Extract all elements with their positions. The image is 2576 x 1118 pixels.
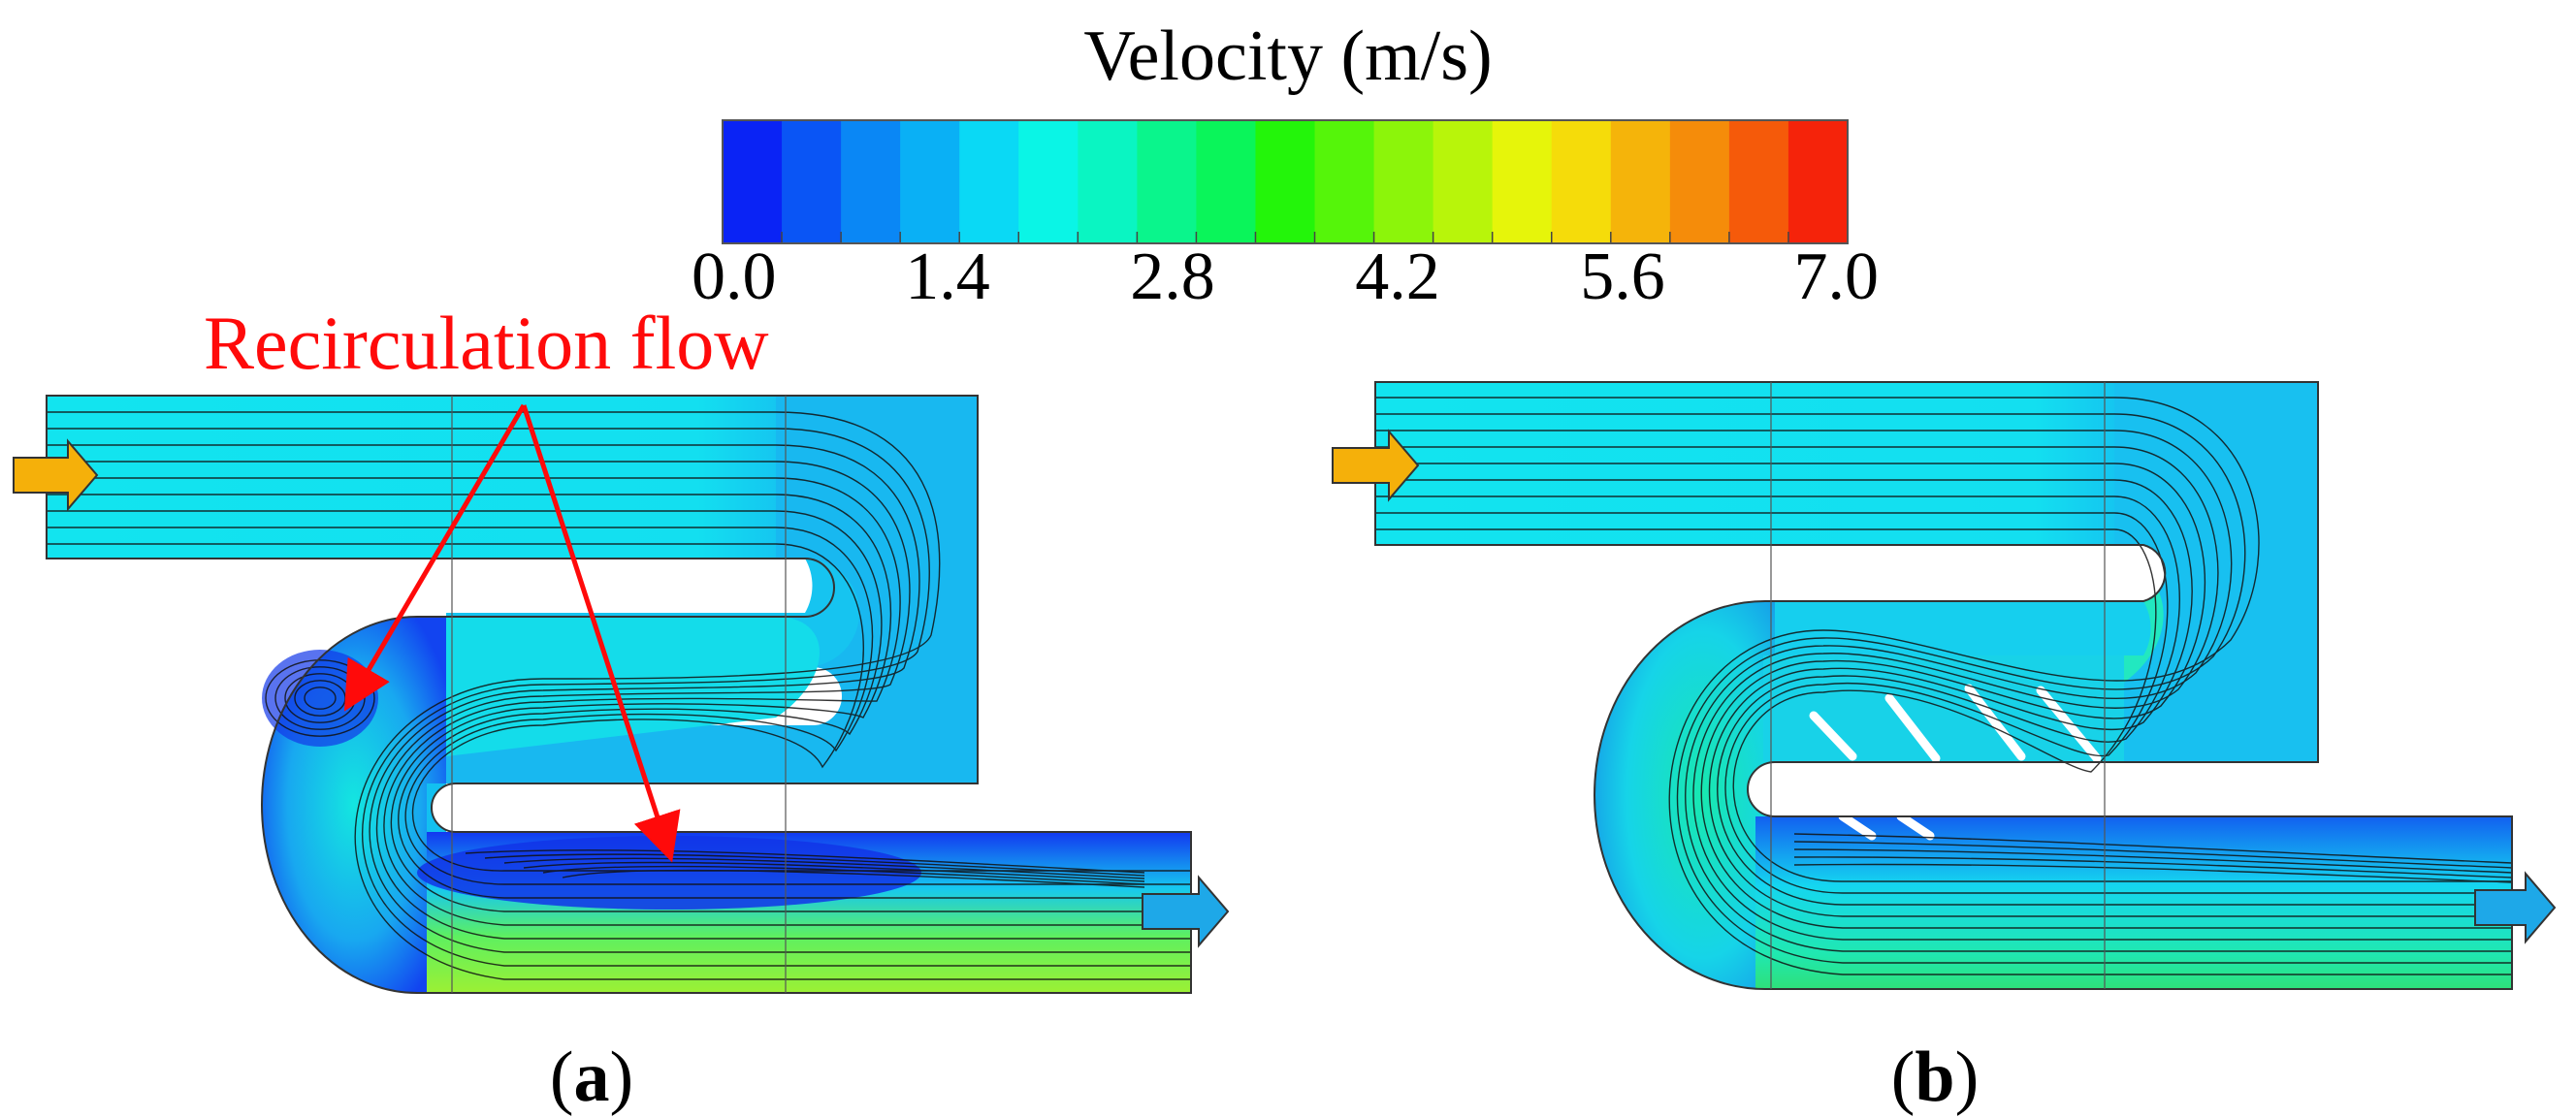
streamline (1375, 413, 2512, 964)
streamline (465, 849, 1145, 874)
legend-swatch (1137, 120, 1198, 243)
legend-swatch (1492, 120, 1553, 243)
streamline (542, 865, 1145, 885)
streamline (562, 869, 1145, 888)
streamline (1793, 841, 2513, 869)
legend-tick-label: 0.0 (692, 240, 777, 314)
legend-swatch (1728, 120, 1789, 243)
inlet-arrow-a (13, 438, 99, 512)
streamline (1793, 856, 2513, 878)
legend-title: Velocity (m/s) (1083, 16, 1492, 96)
legend-swatch (900, 120, 960, 243)
legend-tick-label: 2.8 (1130, 240, 1215, 314)
streamline (1793, 863, 2513, 883)
streamline (1375, 479, 2512, 917)
streamlines-b (1375, 397, 2513, 975)
panel-label-a: (a) (550, 1038, 633, 1117)
inlet-arrow-b (1332, 429, 1420, 502)
legend-swatch (1373, 120, 1434, 243)
streamlines-a (47, 411, 1191, 980)
streamline (503, 857, 1145, 879)
streamline (1375, 512, 2512, 894)
streamline (47, 461, 1191, 940)
streamline (1793, 848, 2513, 874)
legend-swatch (723, 120, 783, 243)
streamline (1375, 446, 2512, 941)
bend-upper-a (446, 396, 978, 783)
outlet-arrow-b (2474, 871, 2557, 944)
streamline (47, 494, 1191, 912)
streamline (47, 411, 1191, 980)
legend-tick-label: 1.4 (905, 240, 990, 314)
streamline (47, 543, 1191, 872)
streamline (1793, 833, 2513, 864)
streamline (1375, 495, 2512, 906)
legend-frame (722, 119, 1849, 244)
legend-swatch (1433, 120, 1494, 243)
streamline (1375, 528, 2512, 882)
streamline (47, 428, 1191, 967)
vortex-line (304, 687, 337, 710)
velocity-legend: Velocity (m/s) 0.0 1.4 2.8 4.2 5.6 7.0 (692, 16, 1879, 314)
legend-swatch (841, 120, 901, 243)
streamline (1375, 463, 2512, 929)
legend-swatch (1314, 120, 1375, 243)
legend-swatch (1551, 120, 1612, 243)
streamline (523, 861, 1145, 882)
recirculation-label: Recirculation flow (204, 301, 769, 385)
panel-a: Recirculation flow (a) (13, 301, 1230, 1117)
legend-colorbar (723, 120, 1849, 243)
legend-swatch (1669, 120, 1730, 243)
legend-swatch (1255, 120, 1316, 243)
panel-label-b: (b) (1891, 1038, 1979, 1117)
streamline (1375, 397, 2512, 975)
legend-tick-labels: 0.0 1.4 2.8 4.2 5.6 7.0 (692, 240, 1879, 314)
outlet-arrow-a (1142, 875, 1230, 948)
legend-swatch (1018, 120, 1079, 243)
legend-swatch (1078, 120, 1138, 243)
streamline (484, 853, 1145, 877)
streamline (47, 510, 1191, 899)
recirculation-arrow-1 (343, 403, 527, 712)
legend-swatch (1787, 120, 1849, 243)
legend-swatch (959, 120, 1019, 243)
legend-tick-label: 5.6 (1580, 240, 1665, 314)
recirculation-arrow-2 (521, 404, 681, 863)
streamline (47, 527, 1191, 885)
legend-swatch (1610, 120, 1671, 243)
legend-swatch (782, 120, 842, 243)
legend-tick-label: 7.0 (1794, 240, 1880, 314)
channel-outline-a (46, 395, 1192, 994)
legend-swatch (1196, 120, 1257, 243)
panel-b: (b) (1332, 381, 2557, 1117)
streamline (47, 444, 1191, 953)
streamline (1375, 430, 2512, 952)
channel-outline-b (1374, 381, 2513, 990)
streamline (47, 477, 1191, 926)
legend-tick-label: 4.2 (1355, 240, 1440, 314)
guide-vanes (1809, 684, 2102, 841)
